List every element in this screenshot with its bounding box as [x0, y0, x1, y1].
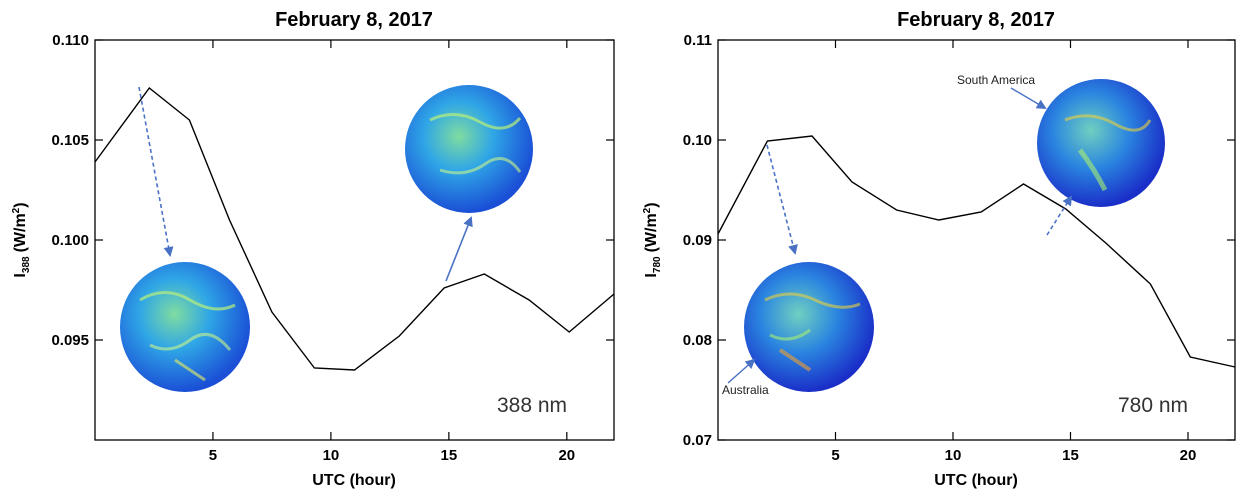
y-tick-label: 0.08: [683, 332, 712, 349]
x-tick-label: 10: [323, 447, 340, 464]
arrow-left-1: [138, 86, 174, 257]
y-axis-label-right: I780(W/m2): [642, 202, 663, 277]
y-ticks-left: 0.095 0.100 0.105 0.110: [51, 32, 614, 349]
wavelength-label-right: 780 nm: [1118, 394, 1188, 417]
arrow-right-1: [766, 144, 798, 255]
y-tick-label: 0.105: [51, 132, 89, 149]
globe-image-left-2: [405, 85, 533, 213]
x-tick-label: 10: [945, 447, 962, 464]
x-axis-label-right: UTC (hour): [934, 472, 1018, 489]
globe-image-right-2: [1037, 79, 1165, 207]
x-tick-label: 15: [441, 447, 458, 464]
x-tick-label: 15: [1062, 447, 1079, 464]
y-tick-label: 0.07: [683, 432, 712, 449]
chart-left: February 8, 2017 0.095 0.100 0.105 0.110 5 1…: [11, 9, 615, 489]
arrow-australia: [727, 358, 756, 384]
y-tick-label: 0.095: [51, 332, 89, 349]
series-line-left: [94, 86, 615, 371]
x-ticks-right: 5 10 15 20: [831, 40, 1196, 464]
x-tick-label: 20: [558, 447, 575, 464]
x-tick-label: 20: [1180, 447, 1197, 464]
x-axis-label-left: UTC (hour): [312, 472, 396, 489]
y-tick-label: 0.100: [51, 232, 89, 249]
x-tick-label: 5: [831, 447, 839, 464]
series-line-right: [717, 135, 1236, 368]
globe-image-right-1: [744, 262, 874, 392]
arrow-south-america: [1010, 87, 1047, 110]
x-ticks-left: 5 10 15 20: [209, 40, 575, 464]
chart-right: February 8, 2017 0.07 0.08 0.09 0.10 0.11 5 1…: [642, 9, 1236, 489]
x-tick-label: 5: [209, 447, 217, 464]
label-australia: Australia: [722, 383, 769, 397]
y-tick-label: 0.11: [684, 32, 712, 49]
y-tick-label: 0.110: [52, 32, 89, 49]
arrow-left-2: [445, 216, 473, 282]
y-ticks-right: 0.07 0.08 0.09 0.10 0.11: [683, 32, 1235, 449]
globe-image-left-1: [120, 262, 250, 392]
label-south-america: South America: [957, 73, 1035, 87]
y-tick-label: 0.10: [683, 132, 712, 149]
arrow-right-2: [1046, 195, 1073, 236]
y-tick-label: 0.09: [683, 232, 712, 249]
chart-title-right: February 8, 2017: [897, 9, 1055, 31]
y-axis-label-left: I388(W/m2): [11, 202, 32, 277]
wavelength-label-left: 388 nm: [497, 394, 567, 417]
chart-title-left: February 8, 2017: [275, 9, 433, 31]
